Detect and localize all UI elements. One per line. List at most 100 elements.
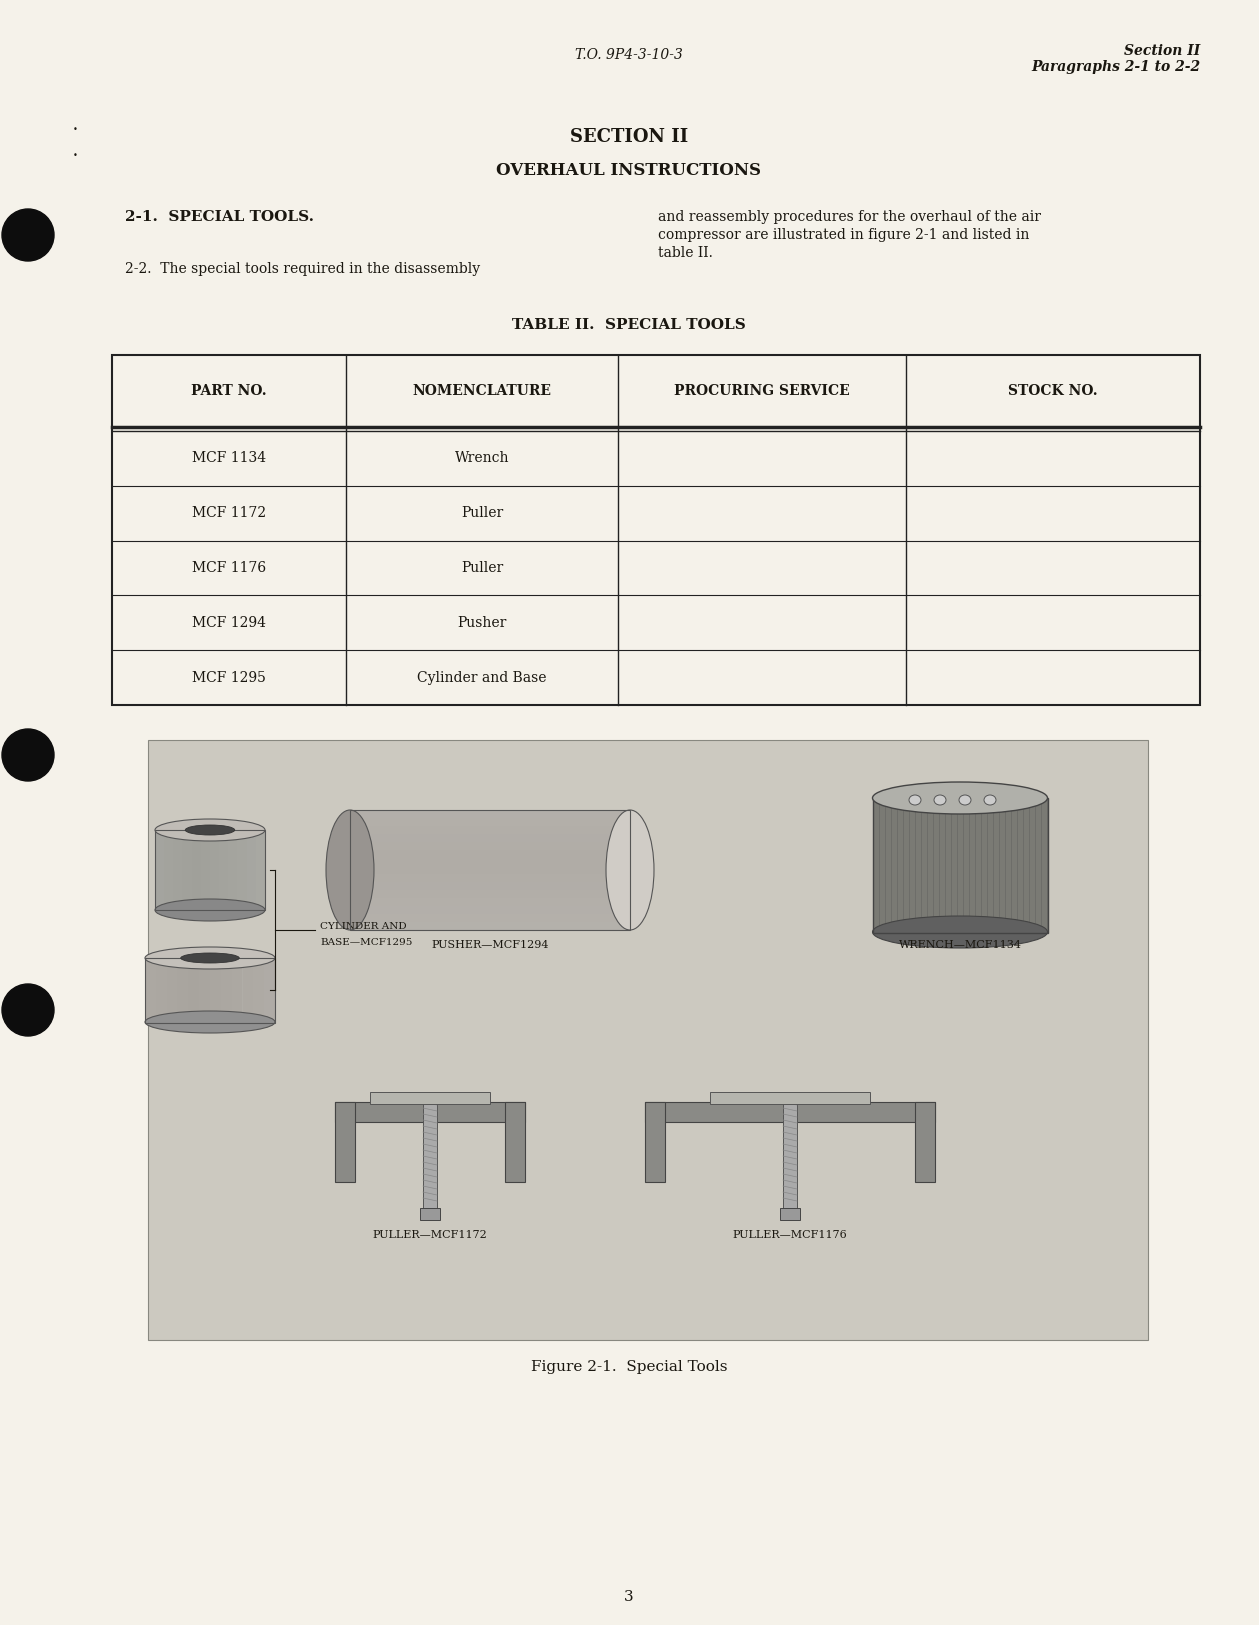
Bar (145, 959, 274, 1024)
Bar (247, 830, 256, 910)
Bar (350, 809, 630, 817)
Bar (238, 830, 247, 910)
Bar (872, 798, 1047, 933)
Bar (783, 1102, 797, 1212)
Bar (201, 830, 210, 910)
Bar (872, 798, 1047, 933)
Text: SECTION II: SECTION II (570, 128, 689, 146)
Bar (228, 830, 238, 910)
Bar (243, 959, 253, 1024)
Text: MCF 1134: MCF 1134 (191, 452, 266, 465)
Ellipse shape (185, 826, 234, 835)
Ellipse shape (155, 899, 264, 921)
Bar (145, 959, 274, 1024)
Bar (145, 959, 156, 1024)
Ellipse shape (909, 795, 922, 804)
Bar (350, 921, 630, 929)
Bar (164, 830, 174, 910)
Bar (155, 830, 264, 910)
Text: •: • (73, 125, 78, 135)
Text: MCF 1294: MCF 1294 (191, 616, 266, 630)
Bar (335, 1102, 525, 1121)
Bar (710, 1092, 870, 1103)
Text: BASE—MCF1295: BASE—MCF1295 (320, 938, 413, 947)
Bar (335, 1102, 355, 1181)
Text: T.O. 9P4-3-10-3: T.O. 9P4-3-10-3 (575, 49, 682, 62)
Text: Puller: Puller (461, 507, 504, 520)
Ellipse shape (155, 819, 264, 842)
Bar (350, 809, 630, 929)
Text: Puller: Puller (461, 561, 504, 575)
Bar (350, 826, 630, 834)
Bar (421, 1207, 439, 1220)
Text: PULLER—MCF1176: PULLER—MCF1176 (733, 1230, 847, 1240)
Bar (112, 354, 1200, 705)
Bar (350, 866, 630, 874)
Bar (178, 959, 189, 1024)
Text: PULLER—MCF1172: PULLER—MCF1172 (373, 1230, 487, 1240)
Text: PUSHER—MCF1294: PUSHER—MCF1294 (432, 939, 549, 951)
Circle shape (3, 985, 54, 1037)
Bar (149, 739, 1148, 1341)
Bar (370, 1092, 490, 1103)
Bar (199, 959, 210, 1024)
Ellipse shape (959, 795, 971, 804)
Bar (350, 817, 630, 826)
Text: Wrench: Wrench (454, 452, 509, 465)
Text: and reassembly procedures for the overhaul of the air: and reassembly procedures for the overha… (658, 210, 1041, 224)
Text: 3: 3 (624, 1589, 633, 1604)
Bar (423, 1102, 437, 1212)
Text: STOCK NO.: STOCK NO. (1008, 384, 1098, 398)
Ellipse shape (145, 1011, 274, 1034)
Text: PROCURING SERVICE: PROCURING SERVICE (675, 384, 850, 398)
Text: 2-1.  SPECIAL TOOLS.: 2-1. SPECIAL TOOLS. (125, 210, 313, 224)
Text: PART NO.: PART NO. (191, 384, 267, 398)
Bar (350, 842, 630, 850)
Circle shape (3, 730, 54, 782)
Ellipse shape (326, 809, 374, 929)
Bar (350, 891, 630, 899)
Bar (191, 830, 201, 910)
Text: NOMENCLATURE: NOMENCLATURE (413, 384, 551, 398)
Circle shape (3, 210, 54, 262)
Bar (174, 830, 183, 910)
Text: 2-2.  The special tools required in the disassembly: 2-2. The special tools required in the d… (125, 262, 480, 276)
Ellipse shape (872, 782, 1047, 814)
Bar (189, 959, 199, 1024)
Bar (156, 959, 166, 1024)
Bar (183, 830, 191, 910)
Text: Figure 2-1.  Special Tools: Figure 2-1. Special Tools (531, 1360, 728, 1375)
Bar (350, 913, 630, 921)
Bar (350, 809, 630, 929)
Bar (155, 830, 164, 910)
Bar (232, 959, 243, 1024)
Ellipse shape (606, 809, 653, 929)
Ellipse shape (934, 795, 946, 804)
Ellipse shape (145, 947, 274, 968)
Text: WRENCH—MCF1134: WRENCH—MCF1134 (899, 939, 1021, 951)
Bar (264, 959, 274, 1024)
Bar (256, 830, 264, 910)
Bar (210, 959, 220, 1024)
Bar (350, 850, 630, 858)
Bar (155, 830, 264, 910)
Text: TABLE II.  SPECIAL TOOLS: TABLE II. SPECIAL TOOLS (512, 318, 745, 331)
Bar (781, 1207, 799, 1220)
Text: •: • (73, 151, 78, 159)
Bar (645, 1102, 665, 1181)
Bar (220, 959, 232, 1024)
Bar (210, 830, 219, 910)
Bar (253, 959, 264, 1024)
Text: Paragraphs 2-1 to 2-2: Paragraphs 2-1 to 2-2 (1031, 60, 1200, 75)
Text: Cylinder and Base: Cylinder and Base (417, 671, 546, 684)
Text: MCF 1295: MCF 1295 (193, 671, 266, 684)
Text: CYLINDER AND: CYLINDER AND (320, 921, 407, 931)
Ellipse shape (181, 952, 239, 964)
Text: compressor are illustrated in figure 2-1 and listed in: compressor are illustrated in figure 2-1… (658, 228, 1030, 242)
Bar (350, 907, 630, 913)
Bar (350, 834, 630, 842)
Ellipse shape (872, 916, 1047, 947)
Bar (166, 959, 178, 1024)
Bar (350, 899, 630, 907)
Text: Section II: Section II (1124, 44, 1200, 58)
